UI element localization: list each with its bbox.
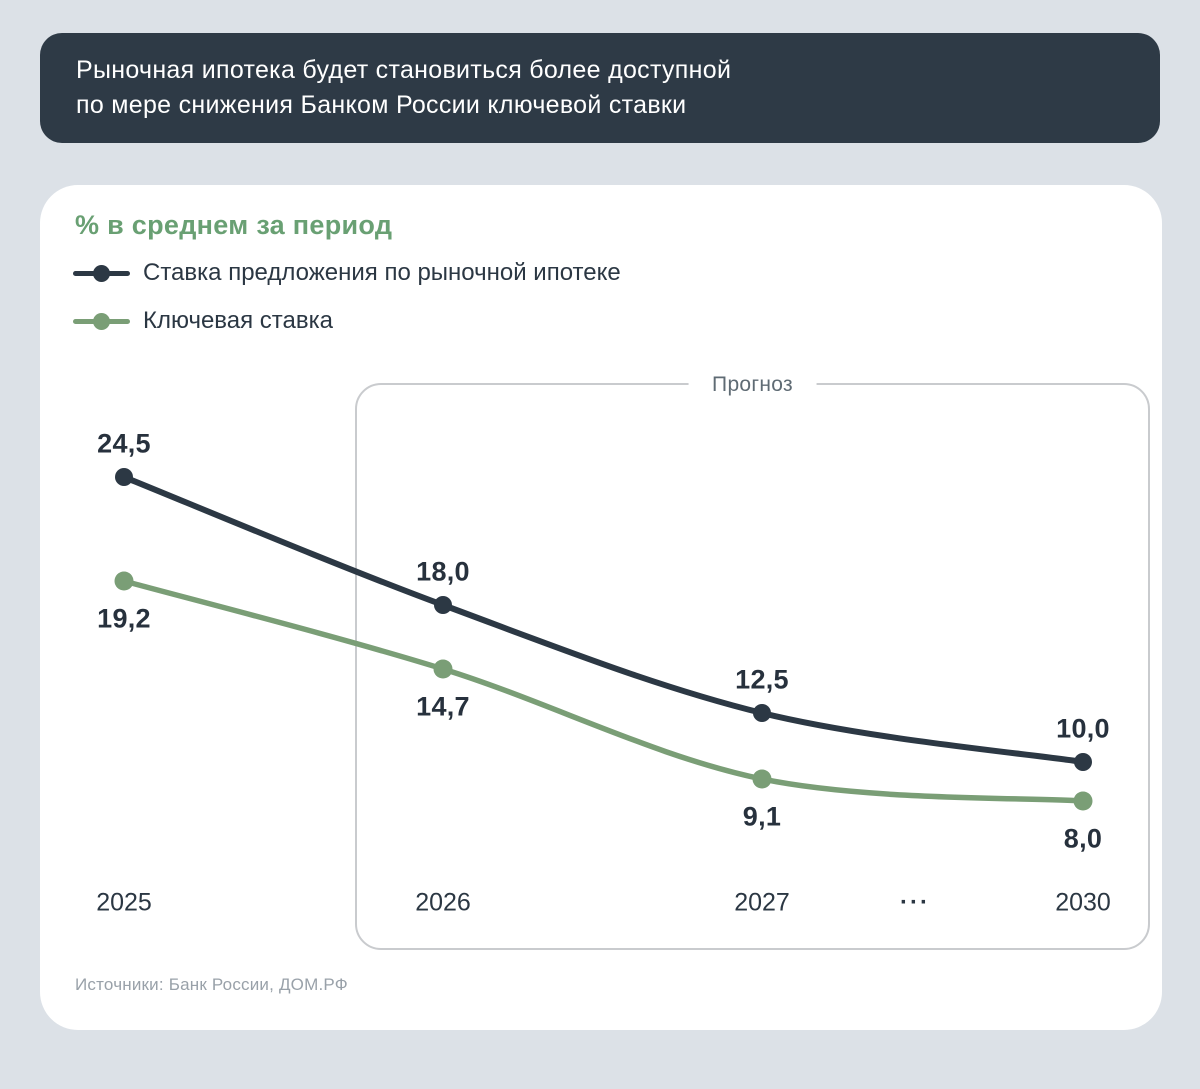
header-title-line1: Рыночная ипотека будет становиться более… [76, 56, 732, 84]
x-axis-label: 2025 [96, 888, 152, 917]
chart-unit-label: % в среднем за период [75, 210, 393, 240]
x-axis-label: 2026 [415, 888, 471, 917]
value-label: 19,2 [97, 603, 151, 634]
x-axis-label: 2030 [1055, 888, 1111, 917]
value-label: 8,0 [1063, 823, 1103, 854]
x-axis-label: 2027 [734, 888, 790, 917]
value-label: 12,5 [735, 664, 789, 695]
value-label: 24,5 [97, 428, 151, 459]
value-label: 9,1 [742, 801, 782, 832]
legend-label: Ключевая ставка [143, 307, 333, 334]
legend-marker-dark-line-icon [73, 264, 130, 283]
legend-item-key-rate: Ключевая ставка [73, 304, 333, 338]
value-label: 14,7 [416, 691, 470, 722]
value-label: 18,0 [416, 556, 470, 587]
x-axis-ellipsis: ··· [900, 889, 930, 916]
header-banner: Рыночная ипотека будет становиться более… [40, 33, 1160, 143]
forecast-region-label: Прогноз [688, 371, 817, 399]
legend-label: Ставка предложения по рыночной ипотеке [143, 259, 621, 286]
legend-dot-icon [93, 264, 110, 282]
legend-item-market-mortgage-rate: Ставка предложения по рыночной ипотеке [73, 256, 621, 290]
header-title-line2: по мере снижения Банком России ключевой … [76, 91, 687, 119]
legend-marker-green-line-icon [73, 312, 130, 331]
source-note: Источники: Банк России, ДОМ.РФ [75, 975, 348, 994]
legend-dot-icon [93, 312, 110, 330]
value-label: 10,0 [1056, 713, 1110, 744]
